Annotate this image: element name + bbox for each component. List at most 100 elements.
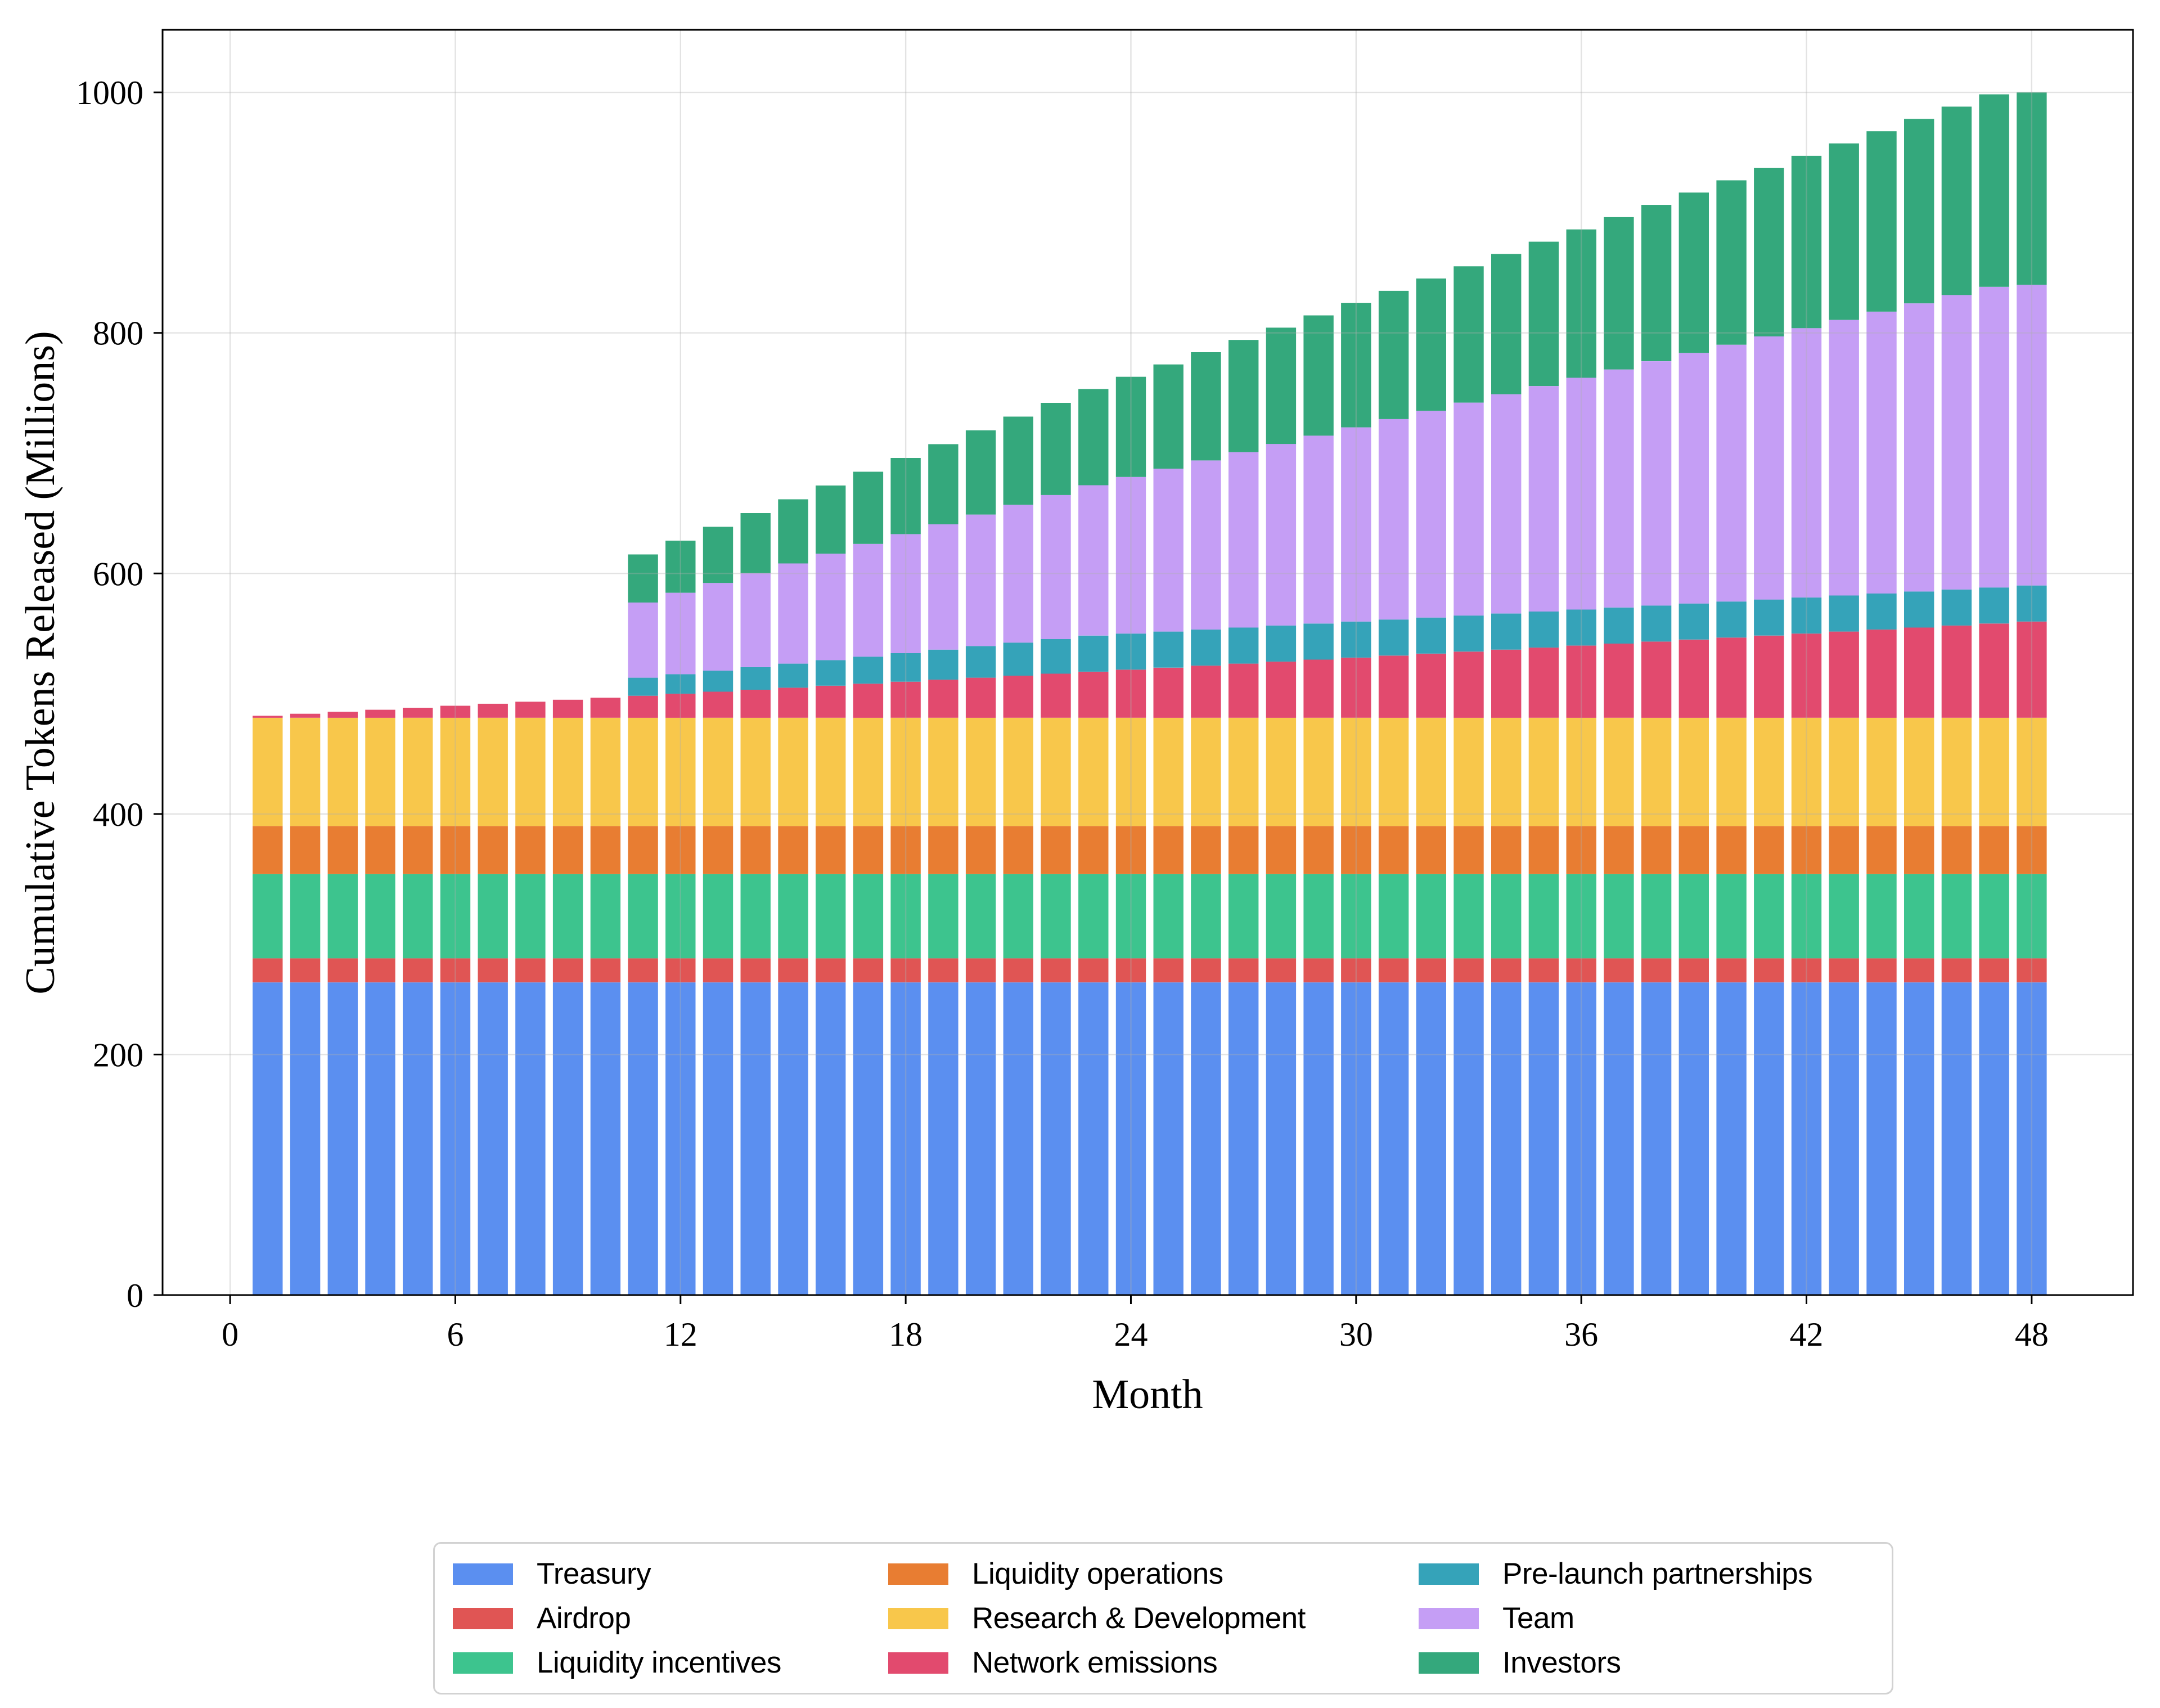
- y-tick-label-800: 800: [93, 315, 143, 352]
- bar-segment-liquidity-operations-month-39: [1678, 826, 1709, 874]
- legend-swatch-pre-launch-partnerships: [1419, 1563, 1479, 1585]
- bar-segment-investors-month-12: [665, 541, 696, 593]
- legend-item-liquidity-incentives: Liquidity incentives: [453, 1648, 888, 1678]
- bar-segment-liquidity-operations-month-43: [1829, 826, 1859, 874]
- legend-item-airdrop: Airdrop: [453, 1603, 888, 1633]
- bar-segment-liquidity-operations-month-20: [965, 826, 996, 874]
- bar-segment-investors-month-23: [1078, 389, 1109, 486]
- bar-segment-airdrop-month-16: [816, 958, 846, 983]
- bar-segment-research-development-month-14: [740, 717, 771, 826]
- bar-segment-treasury-month-30: [1341, 982, 1371, 1295]
- bar-segment-investors-month-16: [816, 486, 846, 554]
- bar-segment-pre-launch-partnerships-month-31: [1378, 619, 1409, 656]
- bar-segment-research-development-month-33: [1454, 717, 1484, 826]
- bar-segment-team-month-19: [928, 524, 958, 650]
- bar-segment-liquidity-incentives-month-29: [1303, 874, 1334, 959]
- bar-segment-liquidity-incentives-month-3: [327, 874, 358, 959]
- bar-segment-pre-launch-partnerships-month-12: [665, 674, 696, 694]
- bar-segment-liquidity-incentives-month-33: [1454, 874, 1484, 959]
- bar-segment-liquidity-incentives-month-35: [1528, 874, 1559, 959]
- bar-segment-liquidity-operations-month-3: [327, 826, 358, 874]
- bar-segment-liquidity-operations-month-19: [928, 826, 958, 874]
- bar-segment-airdrop-month-5: [403, 958, 433, 983]
- bar-segment-pre-launch-partnerships-month-15: [778, 663, 808, 688]
- bar-segment-pre-launch-partnerships-month-46: [1941, 589, 1972, 626]
- bar-segment-airdrop-month-7: [478, 958, 508, 983]
- bar-segment-investors-month-45: [1904, 119, 1934, 304]
- bar-segment-investors-month-44: [1866, 131, 1897, 312]
- bar-segment-pre-launch-partnerships-month-44: [1866, 593, 1897, 630]
- bar-segment-liquidity-operations-month-40: [1716, 826, 1747, 874]
- bar-segment-liquidity-incentives-month-11: [628, 874, 658, 959]
- bar-segment-research-development-month-45: [1904, 717, 1934, 826]
- bar-segment-treasury-month-21: [1003, 982, 1033, 1295]
- bar-segment-liquidity-operations-month-42: [1791, 826, 1822, 874]
- bar-segment-research-development-month-11: [628, 717, 658, 826]
- bar-segment-team-month-39: [1678, 353, 1709, 604]
- bar-segment-investors-month-32: [1416, 278, 1446, 411]
- bar-segment-treasury-month-3: [327, 982, 358, 1295]
- bar-segment-airdrop-month-12: [665, 958, 696, 983]
- bar-segment-liquidity-operations-month-18: [890, 826, 921, 874]
- bar-segment-network-emissions-month-16: [816, 685, 846, 718]
- bar-segment-liquidity-operations-month-33: [1454, 826, 1484, 874]
- bar-segment-pre-launch-partnerships-month-35: [1528, 612, 1559, 648]
- bar-segment-liquidity-incentives-month-13: [703, 874, 734, 959]
- bar-segment-team-month-31: [1378, 419, 1409, 620]
- bar-segment-treasury-month-29: [1303, 982, 1334, 1295]
- bar-segment-airdrop-month-44: [1866, 958, 1897, 983]
- bar-segment-liquidity-incentives-month-38: [1641, 874, 1672, 959]
- bar-segment-liquidity-operations-month-6: [440, 826, 471, 874]
- bar-segment-research-development-month-42: [1791, 717, 1822, 826]
- x-tick-label-36: 36: [1564, 1316, 1598, 1353]
- bar-segment-treasury-month-27: [1228, 982, 1259, 1295]
- bar-segment-team-month-26: [1191, 460, 1221, 630]
- bar-segment-team-month-11: [628, 603, 658, 678]
- x-tick-label-12: 12: [664, 1316, 698, 1353]
- bar-segment-liquidity-incentives-month-6: [440, 874, 471, 959]
- y-tick-label-400: 400: [93, 796, 143, 833]
- bar-segment-liquidity-incentives-month-4: [365, 874, 395, 959]
- bar-segment-airdrop-month-11: [628, 958, 658, 983]
- bar-segment-network-emissions-month-23: [1078, 671, 1109, 718]
- legend-item-investors: Investors: [1419, 1648, 1880, 1678]
- bar-segment-research-development-month-18: [890, 717, 921, 826]
- x-tick-label-30: 30: [1339, 1316, 1373, 1353]
- bar-segment-team-month-28: [1266, 444, 1297, 626]
- bar-segment-research-development-month-12: [665, 717, 696, 826]
- bar-segment-liquidity-incentives-month-44: [1866, 874, 1897, 959]
- bar-segment-pre-launch-partnerships-month-30: [1341, 621, 1371, 658]
- bar-segment-network-emissions-month-29: [1303, 659, 1334, 718]
- bar-segment-research-development-month-1: [253, 717, 283, 826]
- bar-segment-research-development-month-17: [853, 717, 884, 826]
- bar-segment-treasury-month-45: [1904, 982, 1934, 1295]
- bar-segment-research-development-month-25: [1153, 717, 1184, 826]
- bar-segment-treasury-month-37: [1604, 982, 1634, 1295]
- gridlines-layer: [163, 30, 2133, 1295]
- bar-segment-treasury-month-47: [1979, 982, 2009, 1295]
- bar-segment-research-development-month-30: [1341, 717, 1371, 826]
- bar-segment-liquidity-operations-month-17: [853, 826, 884, 874]
- bar-segment-liquidity-incentives-month-28: [1266, 874, 1297, 959]
- bar-segment-research-development-month-35: [1528, 717, 1559, 826]
- x-tick-label-24: 24: [1114, 1316, 1148, 1353]
- bar-segment-liquidity-operations-month-9: [552, 826, 583, 874]
- bar-segment-pre-launch-partnerships-month-33: [1454, 615, 1484, 652]
- bar-segment-liquidity-incentives-month-41: [1754, 874, 1784, 959]
- bar-segment-team-month-27: [1228, 452, 1259, 628]
- bar-segment-liquidity-operations-month-32: [1416, 826, 1446, 874]
- bar-segment-research-development-month-39: [1678, 717, 1709, 826]
- bar-segment-pre-launch-partnerships-month-26: [1191, 630, 1221, 666]
- bar-segment-network-emissions-month-13: [703, 691, 734, 718]
- bar-segment-airdrop-month-27: [1228, 958, 1259, 983]
- legend-item-research-development: Research & Development: [888, 1603, 1419, 1633]
- bar-segment-liquidity-operations-month-46: [1941, 826, 1972, 874]
- legend-label-research-development: Research & Development: [972, 1602, 1306, 1635]
- bar-segment-pre-launch-partnerships-month-13: [703, 671, 734, 692]
- y-tick-label-600: 600: [93, 555, 143, 592]
- bar-segment-liquidity-operations-month-29: [1303, 826, 1334, 874]
- bar-segment-liquidity-operations-month-28: [1266, 826, 1297, 874]
- legend-label-pre-launch-partnerships: Pre-launch partnerships: [1502, 1557, 1813, 1590]
- bar-segment-investors-month-21: [1003, 416, 1033, 505]
- bar-segment-network-emissions-month-8: [515, 702, 546, 718]
